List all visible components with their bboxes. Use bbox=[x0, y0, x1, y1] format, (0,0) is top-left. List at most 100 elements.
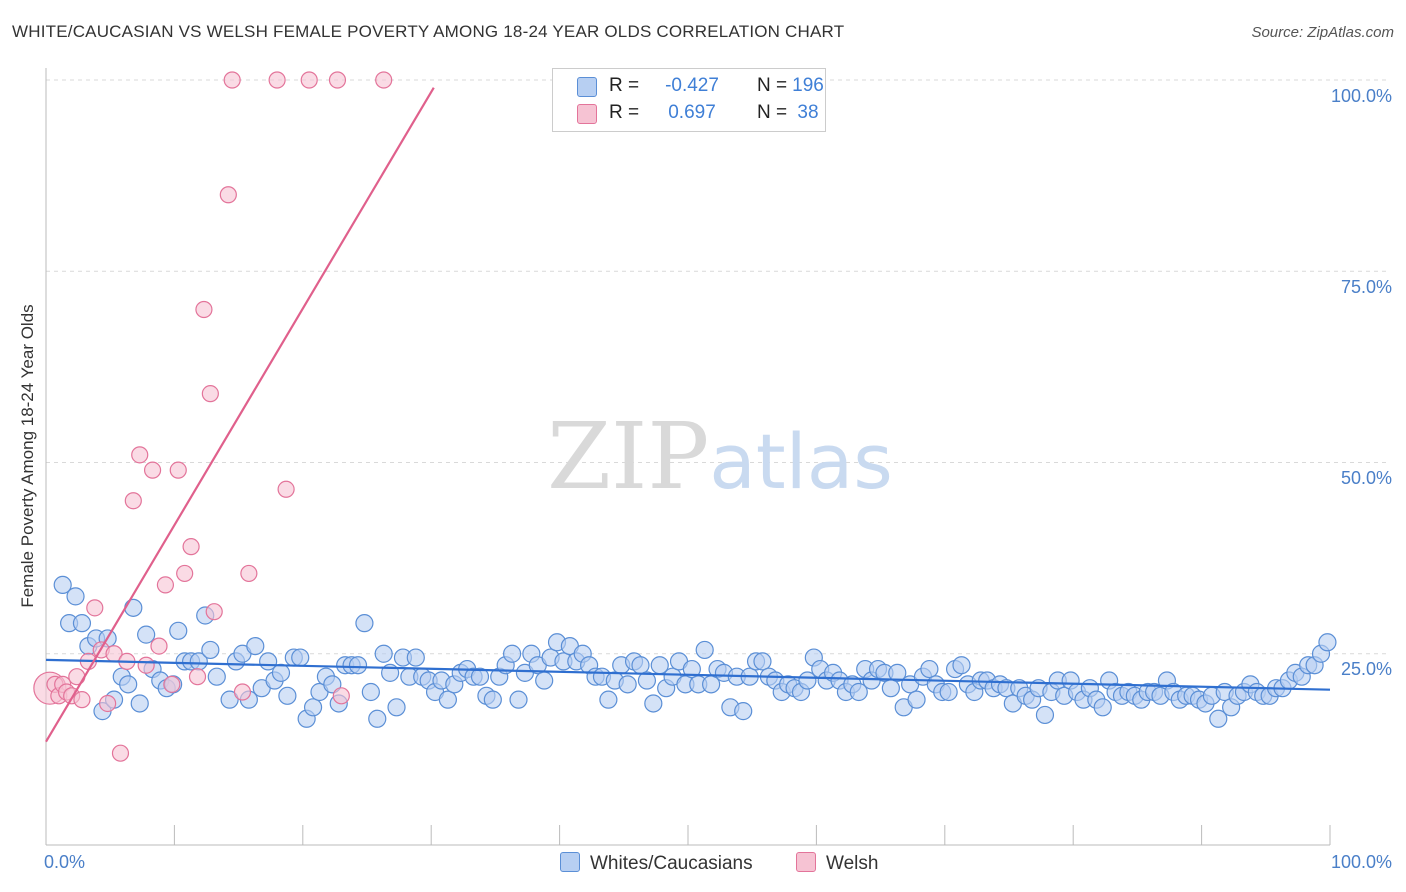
data-point-whites bbox=[201, 640, 220, 660]
legend-swatch-blue bbox=[560, 852, 580, 872]
legend-n-label: N = bbox=[757, 75, 788, 96]
data-point-whites bbox=[637, 671, 657, 690]
data-point-whites bbox=[939, 682, 958, 702]
legend-swatch-pink bbox=[577, 104, 597, 124]
data-point-whites bbox=[1093, 698, 1112, 717]
data-point-whites bbox=[599, 690, 618, 709]
data-point-whites bbox=[483, 690, 502, 709]
y-tick-label-25: 25.0% bbox=[1340, 659, 1392, 679]
legend-r-value: -0.427 bbox=[665, 75, 719, 96]
data-point-whites bbox=[438, 690, 457, 709]
data-point-welsh bbox=[332, 687, 350, 705]
data-point-whites bbox=[535, 671, 554, 690]
data-point-welsh bbox=[219, 186, 237, 204]
data-point-welsh bbox=[223, 71, 241, 89]
data-point-welsh bbox=[143, 461, 162, 479]
data-point-welsh bbox=[131, 446, 149, 464]
trend-line-welsh bbox=[45, 87, 435, 743]
data-point-whites bbox=[220, 690, 239, 709]
legend-n-value: 38 bbox=[797, 102, 819, 123]
legend-label-whites: Whites/Caucasians bbox=[590, 853, 753, 874]
y-tick-label-100: 100.0% bbox=[1330, 86, 1392, 106]
data-point-whites bbox=[509, 690, 528, 709]
data-point-welsh bbox=[86, 599, 104, 617]
legend-r-label: R = bbox=[609, 102, 640, 123]
legend-n-value: 196 bbox=[792, 75, 824, 96]
data-point-whites bbox=[278, 686, 297, 705]
data-point-welsh bbox=[137, 656, 155, 674]
data-point-whites bbox=[246, 636, 265, 656]
data-point-welsh bbox=[233, 683, 252, 701]
data-point-whites bbox=[734, 702, 753, 721]
data-point-whites bbox=[368, 709, 387, 728]
watermark-atlas: atlas bbox=[709, 417, 893, 506]
legend-r-label: R = bbox=[609, 75, 640, 96]
data-point-welsh bbox=[268, 71, 286, 89]
legend-swatch-blue bbox=[577, 77, 597, 97]
data-point-welsh bbox=[195, 300, 213, 319]
data-point-whites bbox=[207, 667, 226, 686]
data-point-whites bbox=[361, 682, 380, 702]
legend-item-whites: Whites/Caucasians bbox=[560, 852, 753, 875]
data-point-welsh bbox=[176, 564, 194, 583]
data-point-whites bbox=[53, 575, 72, 595]
y-tick-label-75: 75.0% bbox=[1340, 277, 1392, 297]
watermark-zip: ZIP bbox=[547, 403, 709, 510]
data-point-welsh bbox=[73, 691, 91, 709]
y-tick-label-50: 50.0% bbox=[1340, 468, 1392, 488]
data-point-whites bbox=[303, 698, 323, 717]
data-point-whites bbox=[406, 648, 425, 667]
legend-n-label: N = bbox=[757, 102, 788, 123]
series-whites-points bbox=[53, 575, 1337, 728]
data-point-whites bbox=[631, 656, 650, 675]
data-point-whites bbox=[1318, 633, 1337, 652]
data-point-whites bbox=[920, 659, 939, 679]
data-point-welsh bbox=[99, 694, 117, 713]
series-welsh-points bbox=[33, 71, 393, 762]
data-point-whites bbox=[387, 698, 406, 717]
data-point-whites bbox=[130, 694, 149, 713]
x-tick-label-0: 0.0% bbox=[44, 852, 86, 872]
x-tick-label-100: 100.0% bbox=[1330, 852, 1392, 872]
data-point-welsh bbox=[169, 461, 187, 479]
data-point-whites bbox=[849, 682, 868, 702]
data-point-welsh bbox=[163, 675, 181, 693]
trend-lines bbox=[45, 87, 1331, 743]
data-point-whites bbox=[271, 663, 291, 682]
data-point-welsh bbox=[300, 71, 318, 89]
data-point-welsh bbox=[201, 385, 219, 403]
data-point-whites bbox=[169, 621, 188, 640]
chart-title: WHITE/CAUCASIAN VS WELSH FEMALE POVERTY … bbox=[12, 22, 845, 41]
data-point-whites bbox=[348, 656, 368, 675]
data-point-whites bbox=[502, 644, 522, 663]
data-point-welsh bbox=[375, 71, 393, 89]
axes bbox=[45, 68, 1331, 846]
data-point-whites bbox=[682, 659, 701, 679]
legend-item-welsh: Welsh bbox=[796, 852, 878, 875]
data-point-whites bbox=[695, 640, 714, 660]
data-point-whites bbox=[907, 690, 926, 709]
data-point-whites bbox=[119, 675, 138, 694]
data-point-welsh bbox=[150, 637, 168, 655]
data-point-welsh bbox=[240, 564, 258, 583]
legend-r-value: 0.697 bbox=[668, 102, 716, 123]
trend-line-whites bbox=[45, 658, 1331, 691]
data-point-whites bbox=[72, 614, 92, 633]
data-point-whites bbox=[355, 614, 374, 633]
data-point-whites bbox=[881, 679, 900, 698]
watermark: ZIPatlas bbox=[547, 403, 893, 510]
data-point-whites bbox=[952, 656, 971, 675]
correlation-legend: R = -0.427 N = 196 R = 0.697 N = 38 bbox=[552, 68, 826, 132]
data-point-welsh bbox=[182, 538, 200, 556]
data-point-whites bbox=[1209, 709, 1228, 728]
data-point-whites bbox=[66, 587, 85, 606]
data-point-whites bbox=[323, 675, 342, 694]
data-point-welsh bbox=[205, 603, 223, 621]
data-point-welsh bbox=[328, 71, 347, 89]
data-point-welsh bbox=[124, 492, 142, 510]
data-point-whites bbox=[888, 663, 907, 682]
data-point-whites bbox=[644, 694, 663, 713]
data-point-whites bbox=[618, 675, 637, 694]
data-point-whites bbox=[124, 598, 143, 617]
